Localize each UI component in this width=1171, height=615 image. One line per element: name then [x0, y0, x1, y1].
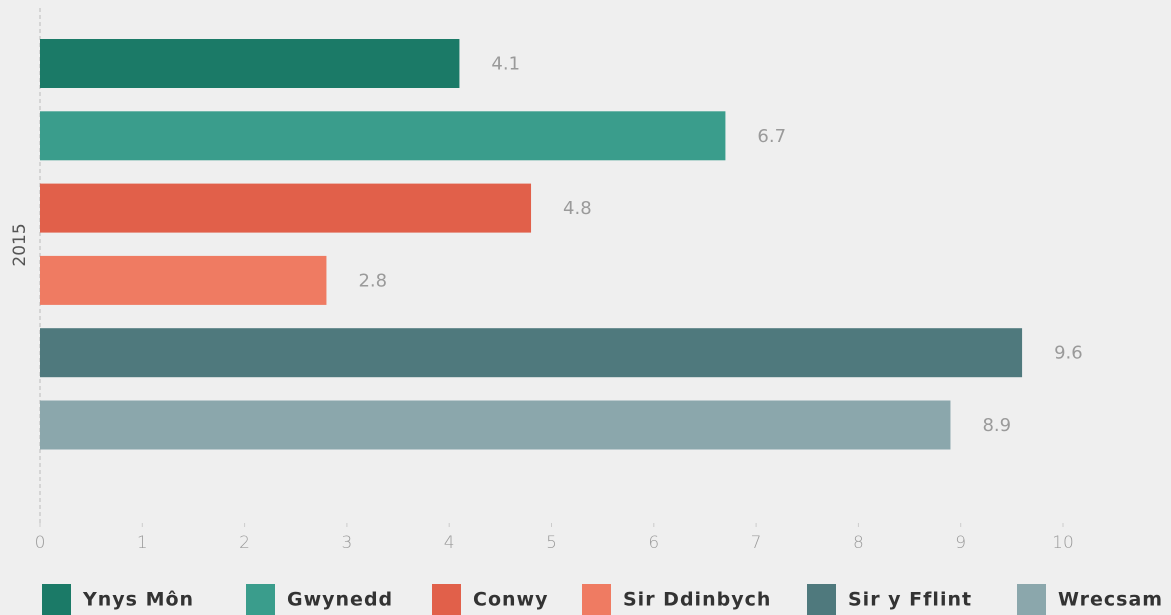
- legend-swatch: [42, 584, 71, 615]
- x-tick-label: 7: [751, 533, 762, 553]
- value-label: 9.6: [1054, 343, 1083, 364]
- category-label: 2015: [10, 223, 30, 266]
- bar: [40, 111, 726, 161]
- bar: [40, 255, 327, 305]
- x-tick-label: 1: [137, 533, 148, 553]
- value-label: 8.9: [982, 415, 1011, 436]
- legend-swatch: [432, 584, 461, 615]
- x-tick-label: 5: [546, 533, 557, 553]
- legend-swatch: [807, 584, 836, 615]
- legend-swatch: [1017, 584, 1046, 615]
- legend-label: Conwy: [473, 589, 548, 611]
- x-tick-label: 4: [444, 533, 455, 553]
- bar: [40, 39, 460, 88]
- legend-label: Sir y Fflint: [848, 589, 972, 611]
- bar: [40, 328, 1023, 378]
- x-tick-label: 10: [1052, 533, 1074, 553]
- legend-swatch: [582, 584, 611, 615]
- value-label: 2.8: [358, 270, 387, 291]
- legend-label: Sir Ddinbych: [623, 589, 771, 611]
- x-tick-label: 3: [341, 533, 352, 553]
- x-tick-label: 6: [648, 533, 659, 553]
- legend-label: Wrecsam: [1058, 589, 1163, 611]
- legend-swatch: [246, 584, 275, 615]
- value-label: 6.7: [757, 126, 786, 147]
- x-tick-label: 2: [239, 533, 250, 553]
- legend-label: Ynys Môn: [82, 589, 194, 611]
- value-label: 4.8: [563, 198, 592, 219]
- x-tick-label: 9: [955, 533, 966, 553]
- x-tick-label: 8: [853, 533, 864, 553]
- bar: [40, 400, 951, 450]
- legend-label: Gwynedd: [287, 589, 393, 611]
- bar: [40, 183, 532, 233]
- x-tick-label: 0: [35, 533, 46, 553]
- value-label: 4.1: [491, 54, 520, 75]
